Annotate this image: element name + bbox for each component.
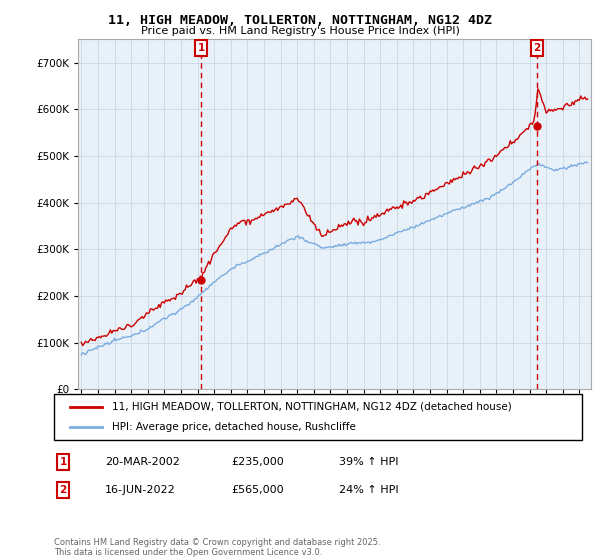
Text: Contains HM Land Registry data © Crown copyright and database right 2025.
This d: Contains HM Land Registry data © Crown c… — [54, 538, 380, 557]
Text: £235,000: £235,000 — [231, 457, 284, 467]
Text: 11, HIGH MEADOW, TOLLERTON, NOTTINGHAM, NG12 4DZ: 11, HIGH MEADOW, TOLLERTON, NOTTINGHAM, … — [108, 14, 492, 27]
Text: 20-MAR-2002: 20-MAR-2002 — [105, 457, 180, 467]
Text: 1: 1 — [197, 43, 205, 53]
Text: 24% ↑ HPI: 24% ↑ HPI — [339, 485, 398, 495]
Text: £565,000: £565,000 — [231, 485, 284, 495]
Text: 11, HIGH MEADOW, TOLLERTON, NOTTINGHAM, NG12 4DZ (detached house): 11, HIGH MEADOW, TOLLERTON, NOTTINGHAM, … — [112, 402, 512, 412]
FancyBboxPatch shape — [54, 394, 582, 440]
Text: Price paid vs. HM Land Registry's House Price Index (HPI): Price paid vs. HM Land Registry's House … — [140, 26, 460, 36]
Text: 1: 1 — [59, 457, 67, 467]
Text: 39% ↑ HPI: 39% ↑ HPI — [339, 457, 398, 467]
Text: 2: 2 — [59, 485, 67, 495]
Text: 2: 2 — [533, 43, 541, 53]
Text: 16-JUN-2022: 16-JUN-2022 — [105, 485, 176, 495]
Text: HPI: Average price, detached house, Rushcliffe: HPI: Average price, detached house, Rush… — [112, 422, 356, 432]
